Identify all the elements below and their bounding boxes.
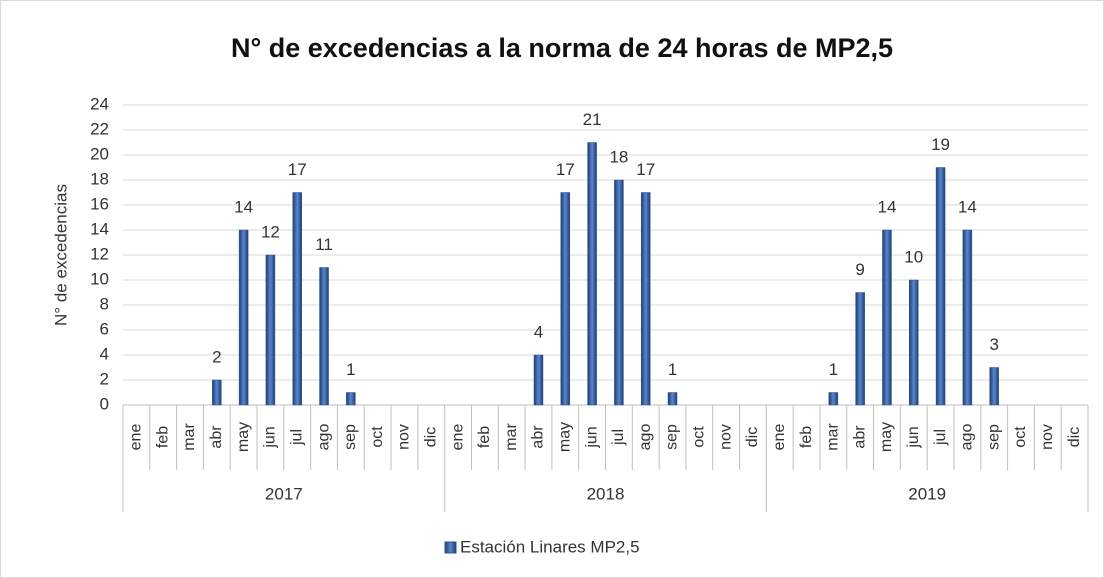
x-tick-label: mar xyxy=(503,423,520,451)
legend-swatch xyxy=(444,541,457,554)
x-tick-label: may xyxy=(878,422,895,452)
data-label: 1 xyxy=(668,360,677,379)
x-tick-label: sep xyxy=(664,424,681,450)
bar xyxy=(238,229,249,406)
y-tick-label: 2 xyxy=(100,369,109,388)
y-tick-label: 12 xyxy=(90,244,109,263)
x-tick-label: dic xyxy=(422,427,439,447)
bar xyxy=(640,192,651,406)
x-tick-label: jun xyxy=(583,426,600,448)
bar xyxy=(989,367,999,406)
x-tick-label: jun xyxy=(262,426,279,448)
data-label: 17 xyxy=(636,160,655,179)
data-label: 17 xyxy=(288,160,307,179)
bar xyxy=(265,254,276,406)
x-tick-label: ene xyxy=(771,424,788,451)
y-tick-label: 18 xyxy=(90,169,109,188)
x-tick-label: may xyxy=(235,422,252,452)
x-tick-label: nov xyxy=(717,424,734,450)
x-tick-label: jul xyxy=(932,429,949,446)
x-tick-label: sep xyxy=(985,424,1002,450)
x-tick-label: ago xyxy=(637,424,654,451)
data-label: 2 xyxy=(212,347,221,366)
bar xyxy=(587,142,597,406)
x-tick-label: jul xyxy=(288,429,305,446)
bar xyxy=(667,392,678,406)
bar xyxy=(533,354,544,406)
y-tick-label: 20 xyxy=(90,144,109,163)
group-label: 2017 xyxy=(265,484,303,503)
bar xyxy=(319,267,329,406)
data-label: 12 xyxy=(261,222,280,241)
x-tick-label: nov xyxy=(1039,424,1056,450)
x-tick-label: abr xyxy=(208,425,225,449)
x-tick-label: oct xyxy=(369,426,386,448)
y-tick-label: 22 xyxy=(90,119,109,138)
x-tick-label: ene xyxy=(449,424,466,451)
data-label: 4 xyxy=(534,322,543,341)
data-label: 19 xyxy=(931,135,950,154)
data-label: 9 xyxy=(855,260,864,279)
data-label: 21 xyxy=(583,110,602,129)
y-tick-label: 6 xyxy=(100,319,109,338)
y-tick-label: 16 xyxy=(90,194,109,213)
data-label: 14 xyxy=(877,197,896,216)
data-label: 18 xyxy=(609,147,628,166)
bar xyxy=(346,392,356,406)
x-tick-label: oct xyxy=(1012,426,1029,448)
data-label: 17 xyxy=(556,160,575,179)
y-axis-label: N° de excedencias xyxy=(51,184,70,326)
bar xyxy=(935,167,946,406)
y-tick-label: 0 xyxy=(100,394,109,413)
bar xyxy=(292,192,302,406)
bar xyxy=(560,192,571,406)
data-label: 1 xyxy=(346,360,355,379)
bar xyxy=(614,179,624,406)
x-tick-label: nov xyxy=(396,424,413,450)
x-tick-label: ago xyxy=(315,424,332,451)
bar xyxy=(962,229,973,406)
bar xyxy=(212,379,222,406)
x-tick-label: abr xyxy=(851,425,868,449)
x-tick-label: dic xyxy=(744,427,761,447)
x-tick-label: jul xyxy=(610,429,627,446)
data-label: 3 xyxy=(989,335,998,354)
group-label: 2018 xyxy=(587,484,625,503)
y-tick-label: 24 xyxy=(90,94,109,113)
x-tick-label: jun xyxy=(905,426,922,448)
x-tick-label: mar xyxy=(825,423,842,451)
x-tick-label: sep xyxy=(342,424,359,450)
legend-label: Estación Linares MP2,5 xyxy=(460,537,640,556)
data-label: 14 xyxy=(234,197,253,216)
x-tick-label: may xyxy=(557,422,574,452)
x-tick-label: feb xyxy=(476,426,493,448)
x-tick-label: abr xyxy=(530,425,547,449)
x-tick-label: ago xyxy=(959,424,976,451)
data-label: 1 xyxy=(829,360,838,379)
bar xyxy=(909,279,919,406)
x-tick-label: mar xyxy=(181,423,198,451)
data-label: 11 xyxy=(315,235,333,254)
bar xyxy=(855,292,865,406)
group-label: 2019 xyxy=(908,484,946,503)
y-tick-label: 14 xyxy=(90,219,109,238)
y-tick-label: 10 xyxy=(90,269,109,288)
data-label: 14 xyxy=(958,197,977,216)
bar xyxy=(882,229,892,406)
chart-title: N° de excedencias a la norma de 24 horas… xyxy=(231,33,893,63)
x-tick-label: dic xyxy=(1066,427,1083,447)
y-tick-label: 8 xyxy=(100,294,109,313)
y-tick-label: 4 xyxy=(100,344,109,363)
x-tick-label: feb xyxy=(154,426,171,448)
x-tick-label: feb xyxy=(798,426,815,448)
bar xyxy=(828,392,839,406)
x-tick-label: oct xyxy=(691,426,708,448)
data-label: 10 xyxy=(904,247,923,266)
x-tick-label: ene xyxy=(128,424,145,451)
